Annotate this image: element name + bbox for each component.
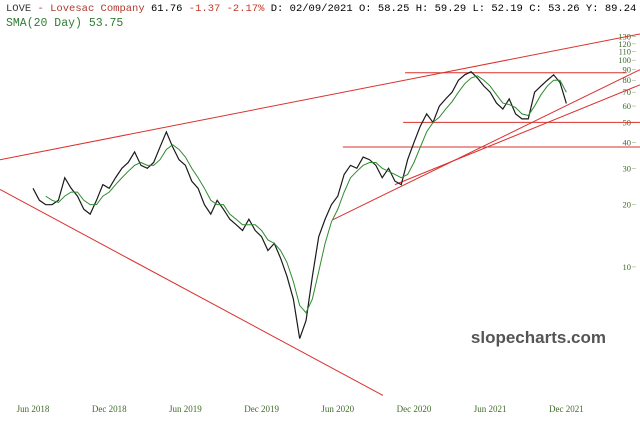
date: D: 02/09/2021 xyxy=(270,3,353,15)
x-tick-label: Dec 2021 xyxy=(549,404,584,414)
quote-header: LOVE - Lovesac Company 61.76 -1.37 -2.17… xyxy=(6,3,636,15)
high: H: 59.29 xyxy=(415,3,467,15)
y-tick-label: 20 xyxy=(623,200,632,210)
y-tick-label: 80 xyxy=(623,75,632,85)
close: C: 53.26 xyxy=(529,3,580,15)
y-tick-label: 110 xyxy=(619,47,631,57)
trend-line xyxy=(394,84,640,186)
indicator: SMA(20 Day) 53.75 xyxy=(6,17,123,30)
trend-line xyxy=(0,188,384,396)
y: Y: 89.24 xyxy=(585,3,637,15)
y-tick-label: 90 xyxy=(623,65,632,75)
y-tick-label: 120 xyxy=(618,39,631,49)
x-tick-label: Dec 2018 xyxy=(92,404,127,414)
company: - Lovesac Company xyxy=(37,3,145,15)
indicator-value: 53.75 xyxy=(88,17,124,30)
trend-line xyxy=(0,33,640,161)
last: 61.76 xyxy=(150,3,183,15)
y-tick-label: 60 xyxy=(623,101,632,111)
y-tick-label: 30 xyxy=(623,163,632,173)
x-tick-label: Jun 2018 xyxy=(17,404,50,414)
sma-line xyxy=(45,75,567,314)
y-tick-label: 100 xyxy=(618,55,631,65)
indicator-label: SMA(20 Day) xyxy=(6,17,82,30)
y-tick-label: 70 xyxy=(623,87,632,97)
x-tick-label: Dec 2019 xyxy=(244,404,279,414)
y-tick-label: 10 xyxy=(623,262,632,272)
low: L: 52.19 xyxy=(472,3,523,15)
trend-line xyxy=(332,69,640,221)
change-pct: -2.17% xyxy=(226,3,265,15)
x-tick-label: Jun 2019 xyxy=(169,404,202,414)
change: -1.37 xyxy=(188,3,221,15)
x-tick-label: Jun 2020 xyxy=(321,404,354,414)
symbol: LOVE xyxy=(6,3,32,15)
y-tick-label: 40 xyxy=(623,137,632,147)
price-line xyxy=(32,70,567,339)
x-tick-label: Jun 2021 xyxy=(474,404,507,414)
x-tick-label: Dec 2020 xyxy=(397,404,432,414)
open: O: 58.25 xyxy=(358,3,410,15)
watermark: slopecharts.com xyxy=(471,328,606,347)
